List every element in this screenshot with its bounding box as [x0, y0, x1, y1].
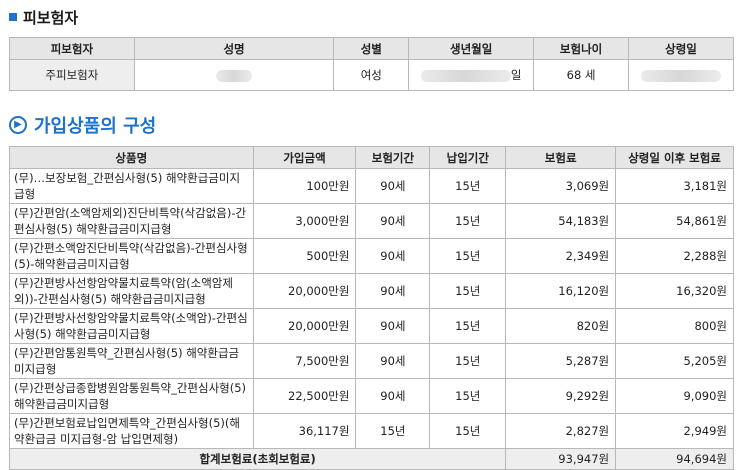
col-gender: 성별	[333, 37, 410, 60]
product-amount: 3,000만원	[252, 203, 357, 239]
col-name: 성명	[133, 37, 335, 60]
product-name: (무)…보장보험_간편심사형(5) 해약환급금미지급형	[9, 168, 254, 204]
col-birthdate: 생년월일	[408, 37, 535, 60]
product-premium-after: 54,861원	[615, 203, 734, 239]
product-term: 90세	[355, 378, 431, 414]
col-age-change-date: 상령일	[627, 37, 735, 60]
product-amount: 20,000만원	[252, 308, 357, 344]
product-row: (무)간편암통원특약_간편심사형(5) 해약환급금미지급형 7,500만원 90…	[9, 343, 734, 379]
col-premium-after: 상령일 이후 보험료	[615, 146, 734, 169]
product-pay-term: 15년	[429, 203, 507, 239]
product-premium: 2,349원	[505, 238, 617, 274]
product-premium: 820원	[505, 308, 617, 344]
product-premium: 9,292원	[505, 378, 617, 414]
total-row: 합계보험료(초회보험료) 93,947원 94,694원	[8, 448, 734, 470]
product-term: 90세	[355, 168, 431, 204]
product-pay-term: 15년	[429, 343, 507, 379]
product-row: (무)간편방사선항암약물치료특약(소액암)-간편심사형(5) 해약환급금미지급형…	[9, 308, 734, 344]
product-amount: 20,000만원	[252, 273, 357, 309]
product-term: 90세	[355, 343, 431, 379]
product-row: (무)…보장보험_간편심사형(5) 해약환급금미지급형 100만원 90세 15…	[9, 168, 734, 204]
insured-age-change-date	[627, 59, 735, 91]
redacted-birthdate	[420, 69, 511, 82]
product-premium: 5,287원	[505, 343, 617, 379]
product-premium-after: 9,090원	[615, 378, 734, 414]
product-term: 90세	[355, 308, 431, 344]
product-pay-term: 15년	[429, 413, 507, 449]
product-premium: 3,069원	[505, 168, 617, 204]
col-coverage-amount: 가입금액	[252, 146, 357, 169]
product-premium-after: 5,205원	[615, 343, 734, 379]
product-premium-after: 3,181원	[615, 168, 734, 204]
total-premium: 93,947원	[505, 448, 617, 470]
insured-role: 주피보험자	[9, 59, 135, 91]
product-amount: 22,500만원	[252, 378, 357, 414]
product-pay-term: 15년	[429, 308, 507, 344]
product-amount: 500만원	[252, 238, 357, 274]
col-premium: 보험료	[505, 146, 617, 169]
product-row: (무)간편소액암진단비특약(삭감없음)-간편심사형(5)-해약환급금미지급형 5…	[9, 238, 734, 274]
redacted-age-change-date	[640, 69, 721, 82]
product-name: (무)간편보험료납입면제특약_간편심사형(5)(해약환급금 미지급형-암 납입면…	[9, 413, 254, 449]
product-row: (무)간편보험료납입면제특약_간편심사형(5)(해약환급금 미지급형-암 납입면…	[9, 413, 734, 449]
products-section-title-text: 가입상품의 구성	[34, 116, 157, 137]
product-pay-term: 15년	[429, 273, 507, 309]
product-pay-term: 15년	[429, 168, 507, 204]
product-name: (무)간편상급종합병원암통원특약_간편심사형(5) 해약환급금미지급형	[9, 378, 254, 414]
product-name: (무)간편소액암진단비특약(삭감없음)-간편심사형(5)-해약환급금미지급형	[9, 238, 254, 274]
products-table: 상품명 가입금액 보험기간 납입기간 보험료 상령일 이후 보험료 (무)…보장…	[8, 146, 734, 470]
square-bullet-icon	[9, 13, 17, 21]
product-term: 90세	[355, 203, 431, 239]
product-premium: 16,120원	[505, 273, 617, 309]
total-premium-after: 94,694원	[615, 448, 734, 470]
product-term: 15년	[355, 413, 431, 449]
product-name: (무)간편암통원특약_간편심사형(5) 해약환급금미지급형	[9, 343, 254, 379]
redacted-name	[216, 69, 253, 82]
insured-section-title-text: 피보험자	[23, 8, 79, 27]
product-name: (무)간편방사선항암약물치료특약(소액암)-간편심사형(5) 해약환급금미지급형	[9, 308, 254, 344]
total-label: 합계보험료(초회보험료)	[8, 448, 507, 470]
product-amount: 36,117원	[252, 413, 357, 449]
product-row: (무)간편암(소액암제외)진단비특약(삭감없음)-간편심사형(5) 해약환급금미…	[9, 203, 734, 239]
insured-gender: 여성	[333, 59, 410, 91]
insured-table: 피보험자 성명 성별 생년월일 보험나이 상령일 주피보험자 여성 일 68 세	[9, 37, 735, 91]
insured-section-title: 피보험자	[9, 7, 78, 27]
product-term: 90세	[355, 238, 431, 274]
col-insurance-age: 보험나이	[533, 37, 629, 60]
insured-name-redacted	[133, 59, 335, 91]
product-premium-after: 2,288원	[615, 238, 734, 274]
col-payment-term: 납입기간	[429, 146, 507, 169]
product-pay-term: 15년	[429, 238, 507, 274]
insured-row: 주피보험자 여성 일 68 세	[9, 59, 735, 91]
col-product-name: 상품명	[9, 146, 254, 169]
product-name: (무)간편방사선항암약물치료특약(암(소액암제외))-간편심사형(5) 해약환급…	[9, 273, 254, 309]
col-coverage-term: 보험기간	[355, 146, 431, 169]
product-term: 90세	[355, 273, 431, 309]
product-row: (무)간편방사선항암약물치료특약(암(소액암제외))-간편심사형(5) 해약환급…	[9, 273, 734, 309]
col-insured: 피보험자	[9, 37, 135, 60]
product-premium-after: 16,320원	[615, 273, 734, 309]
product-premium: 54,183원	[505, 203, 617, 239]
insured-age: 68 세	[533, 59, 629, 91]
product-premium: 2,827원	[505, 413, 617, 449]
product-amount: 100만원	[252, 168, 357, 204]
products-header-row: 상품명 가입금액 보험기간 납입기간 보험료 상령일 이후 보험료	[9, 146, 734, 169]
product-premium-after: 800원	[615, 308, 734, 344]
products-section-title: ▶ 가입상품의 구성	[9, 113, 156, 137]
insured-header-row: 피보험자 성명 성별 생년월일 보험나이 상령일	[9, 37, 735, 60]
product-row: (무)간편상급종합병원암통원특약_간편심사형(5) 해약환급금미지급형 22,5…	[9, 378, 734, 414]
product-pay-term: 15년	[429, 378, 507, 414]
birth-suffix: 일	[510, 68, 522, 82]
circle-chevron-icon: ▶	[9, 116, 27, 134]
product-amount: 7,500만원	[252, 343, 357, 379]
product-name: (무)간편암(소액암제외)진단비특약(삭감없음)-간편심사형(5) 해약환급금미…	[9, 203, 254, 239]
insured-birthdate: 일	[408, 59, 535, 91]
product-premium-after: 2,949원	[615, 413, 734, 449]
